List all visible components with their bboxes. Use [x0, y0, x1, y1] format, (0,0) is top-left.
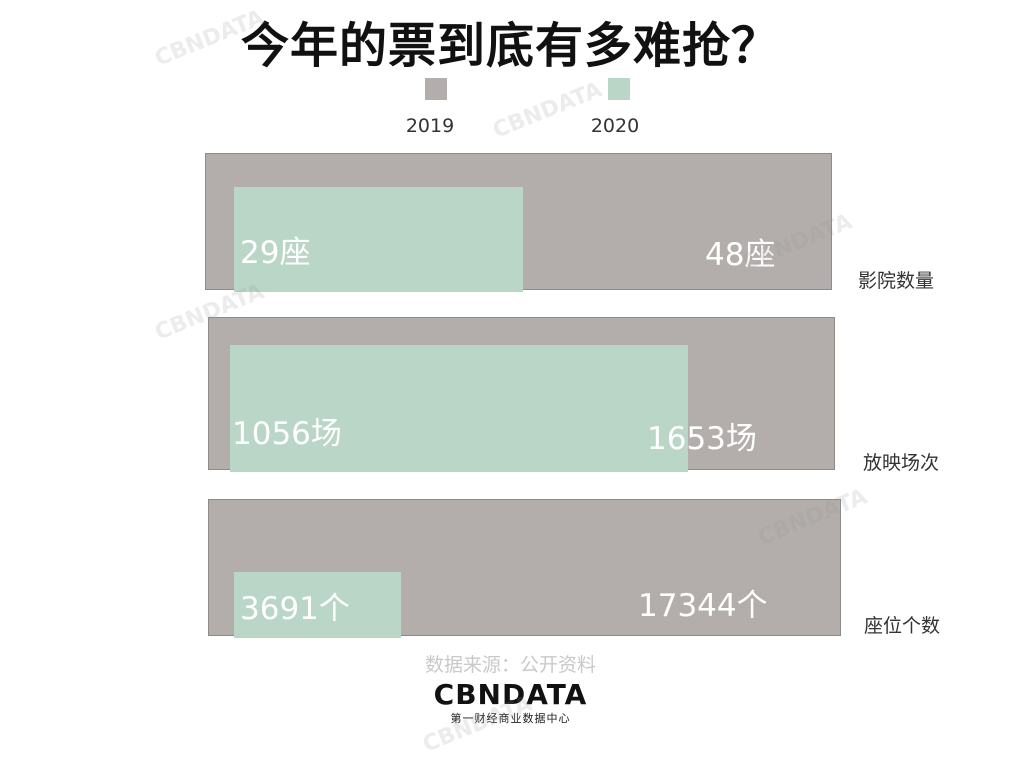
- chart-title: 今年的票到底有多难抢？: [240, 18, 780, 74]
- legend-swatch-2019: [425, 78, 447, 100]
- brand-logo: CBNDATA: [433, 678, 588, 711]
- value-label-2020-screenings: 1056场: [232, 416, 342, 452]
- bar-2020-screenings: [230, 345, 688, 472]
- value-label-2019-seats: 17344个: [638, 588, 768, 624]
- legend-label-2020: 2020: [590, 115, 640, 137]
- value-label-2019-cinemas: 48座: [705, 237, 776, 273]
- category-label-cinemas: 影院数量: [858, 270, 935, 292]
- bar-2020-cinemas: [234, 187, 523, 292]
- value-label-2020-seats: 3691个: [240, 591, 350, 627]
- legend-swatch-2020: [608, 78, 630, 100]
- value-label-2020-cinemas: 29座: [240, 235, 311, 271]
- brand-logo-subtitle: 第一财经商业数据中心: [450, 712, 571, 725]
- legend-label-2019: 2019: [405, 115, 455, 137]
- value-label-2019-screenings: 1653场: [647, 421, 757, 457]
- category-label-screenings: 放映场次: [863, 452, 940, 474]
- category-label-seats: 座位个数: [864, 615, 941, 637]
- bar-2020-seats: [234, 572, 401, 638]
- source-note: 数据来源：公开资料: [424, 654, 596, 676]
